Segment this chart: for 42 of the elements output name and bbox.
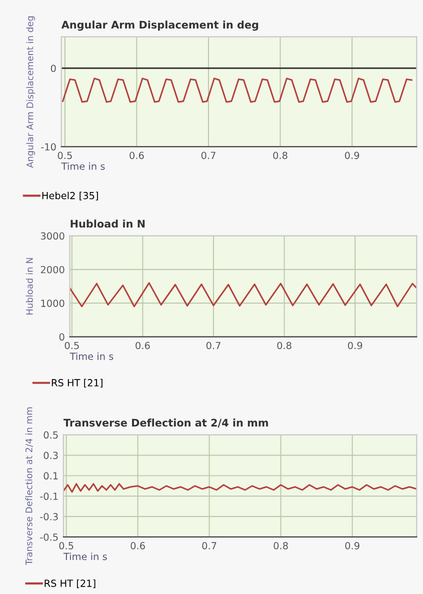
chart-title: Transverse Deflection at 2/4 in mm: [64, 418, 268, 428]
y-tick-label: -0.1: [40, 492, 58, 500]
y-tick-label: -10: [41, 143, 56, 151]
x-tick-label: 0.7: [201, 152, 216, 160]
y-tick-label: 3000: [40, 232, 64, 240]
x-tick-label: 0.5: [59, 542, 74, 550]
legend-label: Hebel2 [35]: [42, 192, 98, 200]
x-axis-title: Time in s: [70, 352, 114, 360]
y-tick-label: 0.3: [44, 452, 58, 460]
y-axis-title: Hubload in N: [26, 258, 33, 315]
x-tick-label: 0.7: [202, 542, 216, 550]
x-tick-label: 0.7: [206, 342, 220, 350]
x-tick-label: 0.8: [277, 342, 292, 350]
y-axis-title: Transverse Deflection at 2/4 in mm: [25, 407, 34, 566]
x-tick-label: 0.6: [130, 152, 144, 160]
x-tick-label: 0.5: [64, 342, 79, 350]
y-tick-label: 2000: [40, 266, 64, 274]
y-tick-label: 0.1: [44, 472, 58, 480]
y-axis-title: Angular Arm Displacement in deg: [26, 16, 36, 168]
x-tick-label: 0.8: [274, 542, 288, 550]
chart-title: Angular Arm Displacement in deg: [61, 20, 258, 31]
y-tick-label: 0: [59, 333, 64, 341]
x-tick-label: 0.6: [130, 542, 145, 550]
y-tick-label: 1000: [41, 300, 64, 307]
y-tick-label: -0.5: [40, 533, 58, 541]
chart-title: Hubload in N: [70, 220, 145, 228]
y-tick-label: 0: [50, 64, 56, 72]
x-tick-label: 0.5: [58, 152, 72, 160]
legend-label: RS HT [21]: [44, 579, 96, 588]
x-tick-label: 0.9: [344, 152, 360, 160]
line-series: [62, 78, 412, 103]
y-tick-label: -0.3: [40, 513, 58, 520]
x-axis-title: Time in s: [61, 162, 105, 170]
y-tick-label: 0.5: [44, 431, 58, 439]
x-tick-label: 0.9: [345, 542, 360, 550]
line-series: [63, 483, 417, 493]
legend-label: RS HT [21]: [52, 378, 102, 388]
line-series: [70, 282, 417, 308]
x-tick-label: 0.9: [348, 342, 362, 350]
x-tick-label: 0.8: [273, 152, 288, 160]
x-tick-label: 0.6: [136, 342, 150, 350]
x-axis-title: Time in s: [63, 552, 107, 560]
